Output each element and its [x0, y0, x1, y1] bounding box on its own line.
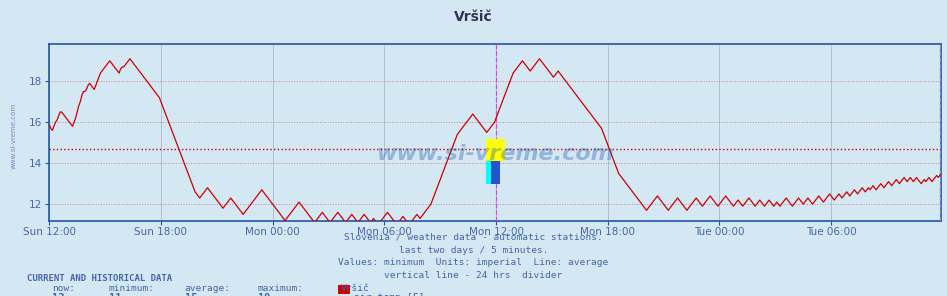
Bar [486, 161, 495, 184]
Text: Values: minimum  Units: imperial  Line: average: Values: minimum Units: imperial Line: av… [338, 258, 609, 267]
Text: 11: 11 [109, 293, 121, 296]
Text: Vršič: Vršič [341, 284, 369, 292]
Text: last two days / 5 minutes.: last two days / 5 minutes. [399, 246, 548, 255]
Text: now:: now: [52, 284, 75, 292]
Text: Slovenia / weather data - automatic stations.: Slovenia / weather data - automatic stat… [344, 232, 603, 241]
Text: CURRENT AND HISTORICAL DATA: CURRENT AND HISTORICAL DATA [27, 274, 171, 283]
Text: www.si-vreme.com: www.si-vreme.com [376, 144, 615, 164]
Text: maximum:: maximum: [258, 284, 304, 292]
Text: minimum:: minimum: [109, 284, 155, 292]
Text: 19: 19 [258, 293, 270, 296]
Text: Vršič: Vršič [455, 10, 492, 24]
Text: www.si-vreme.com: www.si-vreme.com [10, 103, 16, 169]
Text: 15: 15 [185, 293, 197, 296]
Text: 13: 13 [52, 293, 64, 296]
Text: average:: average: [185, 284, 231, 292]
Text: vertical line - 24 hrs  divider: vertical line - 24 hrs divider [384, 271, 563, 279]
Bar [491, 161, 500, 184]
Bar [486, 139, 505, 161]
Text: air temp.[F]: air temp.[F] [354, 293, 424, 296]
